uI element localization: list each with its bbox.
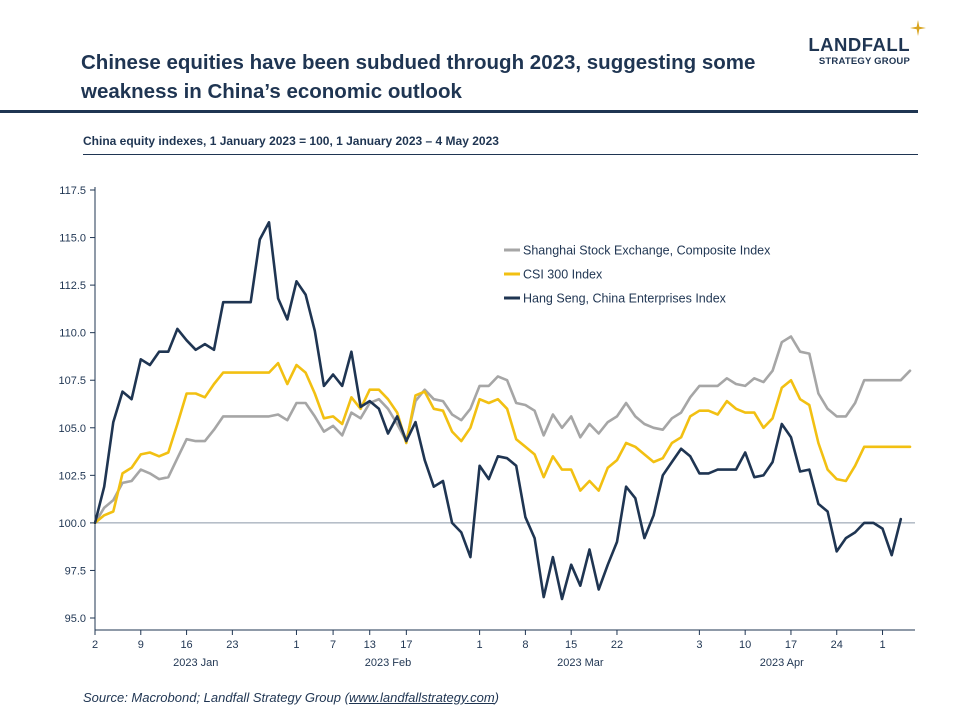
y-tick-label: 110.0 — [59, 328, 86, 340]
source-note: Source: Macrobond; Landfall Strategy Gro… — [83, 690, 499, 705]
legend-label-2: Hang Seng, China Enterprises Index — [523, 292, 727, 306]
x-tick-label: 22 — [611, 639, 623, 651]
y-tick-label: 105.0 — [58, 423, 86, 435]
y-tick-label: 117.5 — [59, 185, 86, 197]
source-link[interactable]: www.landfallstrategy.com — [348, 690, 495, 705]
x-tick-label: 8 — [522, 639, 528, 651]
x-month-label: 2023 Jan — [173, 657, 218, 669]
x-tick-label: 16 — [180, 639, 192, 651]
x-month-label: 2023 Apr — [760, 657, 804, 669]
chart-subtitle: China equity indexes, 1 January 2023 = 1… — [83, 134, 499, 148]
x-tick-label: 1 — [293, 639, 299, 651]
legend-label-1: CSI 300 Index — [523, 268, 603, 282]
header-divider — [0, 110, 918, 113]
legend-label-0: Shanghai Stock Exchange, Composite Index — [523, 244, 771, 258]
y-tick-label: 115.0 — [59, 233, 86, 245]
star-icon — [910, 20, 926, 36]
x-tick-label: 3 — [696, 639, 702, 651]
y-tick-label: 95.0 — [65, 613, 86, 625]
x-tick-label: 9 — [138, 639, 144, 651]
y-tick-label: 112.5 — [59, 280, 86, 292]
y-tick-label: 97.5 — [65, 565, 86, 577]
x-tick-label: 7 — [330, 639, 336, 651]
x-tick-label: 1 — [477, 639, 483, 651]
y-tick-label: 107.5 — [58, 375, 86, 387]
source-prefix: Source: Macrobond; Landfall Strategy Gro… — [83, 690, 349, 705]
landfall-logo: LANDFALL STRATEGY GROUP — [808, 20, 926, 74]
x-tick-label: 17 — [785, 639, 797, 651]
x-tick-label: 23 — [226, 639, 238, 651]
x-tick-label: 2 — [92, 639, 98, 651]
series-line-0 — [93, 335, 912, 525]
x-month-label: 2023 Feb — [365, 657, 411, 669]
y-tick-label: 102.5 — [58, 470, 86, 482]
x-tick-label: 10 — [739, 639, 751, 651]
series-line-1 — [93, 361, 912, 525]
logo-subtitle: STRATEGY GROUP — [818, 56, 910, 67]
x-tick-label: 1 — [879, 639, 885, 651]
x-month-label: 2023 Mar — [557, 657, 604, 669]
logo-name: LANDFALL — [808, 34, 910, 55]
series-line-2 — [93, 221, 903, 601]
source-suffix: ) — [494, 690, 499, 705]
chart-title: Chinese equities have been subdued throu… — [81, 51, 756, 103]
x-tick-label: 15 — [565, 639, 577, 651]
subtitle-divider — [83, 154, 918, 155]
x-tick-label: 24 — [831, 639, 843, 651]
x-tick-label: 17 — [400, 639, 412, 651]
y-tick-label: 100.0 — [58, 518, 86, 530]
x-tick-label: 13 — [364, 639, 376, 651]
